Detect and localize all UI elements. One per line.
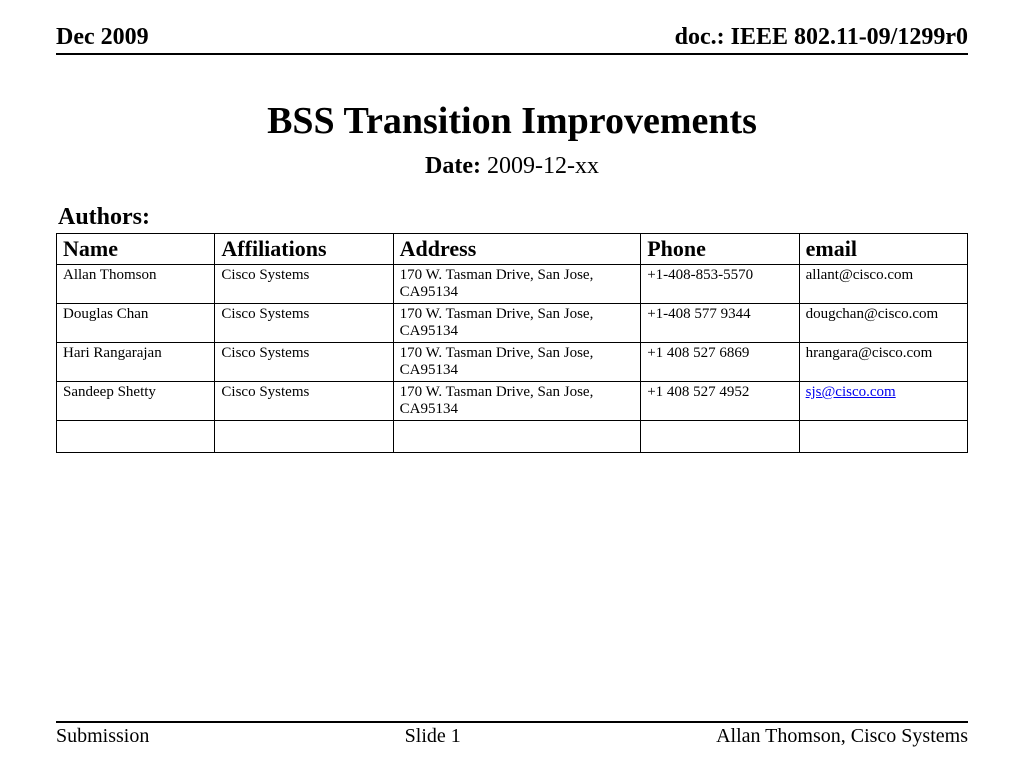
table-row: Sandeep ShettyCisco Systems170 W. Tasman… [57, 382, 968, 421]
cell-affiliation: Cisco Systems [215, 382, 393, 421]
cell-phone: +1-408 577 9344 [641, 304, 799, 343]
page-content: BSS Transition Improvements Date: 2009-1… [56, 55, 968, 721]
cell-empty [393, 421, 641, 453]
cell-email: hrangara@cisco.com [799, 343, 967, 382]
cell-empty [215, 421, 393, 453]
cell-affiliation: Cisco Systems [215, 343, 393, 382]
cell-affiliation: Cisco Systems [215, 265, 393, 304]
column-header-email: email [799, 234, 967, 265]
table-row: Douglas ChanCisco Systems170 W. Tasman D… [57, 304, 968, 343]
cell-affiliation: Cisco Systems [215, 304, 393, 343]
date-line: Date: 2009-12-xx [56, 153, 968, 180]
header-date: Dec 2009 [56, 24, 149, 51]
footer-right: Allan Thomson, Cisco Systems [716, 725, 968, 748]
authors-label: Authors: [58, 204, 968, 231]
cell-name: Hari Rangarajan [57, 343, 215, 382]
authors-table: Name Affiliations Address Phone email Al… [56, 233, 968, 453]
cell-address: 170 W. Tasman Drive, San Jose, CA95134 [393, 343, 641, 382]
cell-phone: +1 408 527 4952 [641, 382, 799, 421]
footer-center: Slide 1 [405, 725, 461, 748]
cell-empty [57, 421, 215, 453]
header-doc-number: doc.: IEEE 802.11-09/1299r0 [675, 24, 968, 51]
table-row: Allan ThomsonCisco Systems170 W. Tasman … [57, 265, 968, 304]
date-value: 2009-12-xx [487, 153, 599, 179]
table-row-empty [57, 421, 968, 453]
column-header-address: Address [393, 234, 641, 265]
table-row: Hari RangarajanCisco Systems170 W. Tasma… [57, 343, 968, 382]
page-title: BSS Transition Improvements [56, 99, 968, 143]
cell-name: Sandeep Shetty [57, 382, 215, 421]
page-header: Dec 2009 doc.: IEEE 802.11-09/1299r0 [56, 24, 968, 55]
cell-address: 170 W. Tasman Drive, San Jose, CA95134 [393, 382, 641, 421]
cell-empty [641, 421, 799, 453]
cell-phone: +1-408-853-5570 [641, 265, 799, 304]
cell-name: Allan Thomson [57, 265, 215, 304]
email-link[interactable]: sjs@cisco.com [806, 384, 896, 400]
column-header-phone: Phone [641, 234, 799, 265]
column-header-name: Name [57, 234, 215, 265]
table-header-row: Name Affiliations Address Phone email [57, 234, 968, 265]
cell-name: Douglas Chan [57, 304, 215, 343]
footer-left: Submission [56, 725, 149, 748]
column-header-affiliations: Affiliations [215, 234, 393, 265]
cell-empty [799, 421, 967, 453]
cell-address: 170 W. Tasman Drive, San Jose, CA95134 [393, 304, 641, 343]
page-footer: Submission Slide 1 Allan Thomson, Cisco … [56, 721, 968, 748]
cell-phone: +1 408 527 6869 [641, 343, 799, 382]
cell-address: 170 W. Tasman Drive, San Jose, CA95134 [393, 265, 641, 304]
date-label: Date: [425, 153, 481, 179]
cell-email: allant@cisco.com [799, 265, 967, 304]
cell-email: dougchan@cisco.com [799, 304, 967, 343]
cell-email: sjs@cisco.com [799, 382, 967, 421]
